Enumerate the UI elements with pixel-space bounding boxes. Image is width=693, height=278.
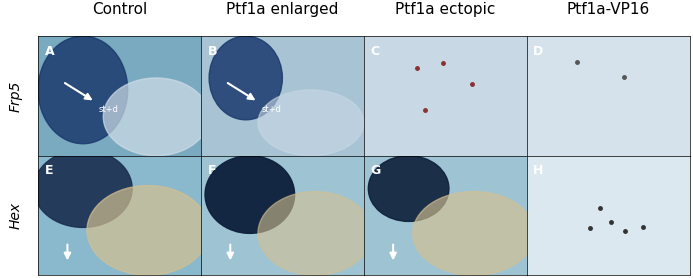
Text: E: E [44,164,53,177]
Text: Ptf1a enlarged: Ptf1a enlarged [226,2,339,17]
Text: st+d: st+d [261,105,281,115]
Text: D: D [533,44,543,58]
Text: Frp5: Frp5 [8,80,23,111]
Text: H: H [533,164,543,177]
Text: C: C [370,44,380,58]
Ellipse shape [412,192,535,275]
Ellipse shape [38,36,128,144]
Text: A: A [44,44,54,58]
Ellipse shape [87,186,209,275]
Text: Ptf1a ectopic: Ptf1a ectopic [395,2,495,17]
Text: B: B [207,44,217,58]
Text: Hex: Hex [8,202,23,229]
Text: G: G [370,164,380,177]
Text: Control: Control [92,2,147,17]
Ellipse shape [368,156,449,221]
Ellipse shape [103,78,209,156]
Ellipse shape [205,156,295,234]
Ellipse shape [34,150,132,227]
Text: F: F [207,164,216,177]
Text: Ptf1a-VP16: Ptf1a-VP16 [566,2,650,17]
Ellipse shape [209,36,283,120]
Ellipse shape [258,90,364,156]
Text: st+d: st+d [98,105,119,115]
Ellipse shape [258,192,372,275]
